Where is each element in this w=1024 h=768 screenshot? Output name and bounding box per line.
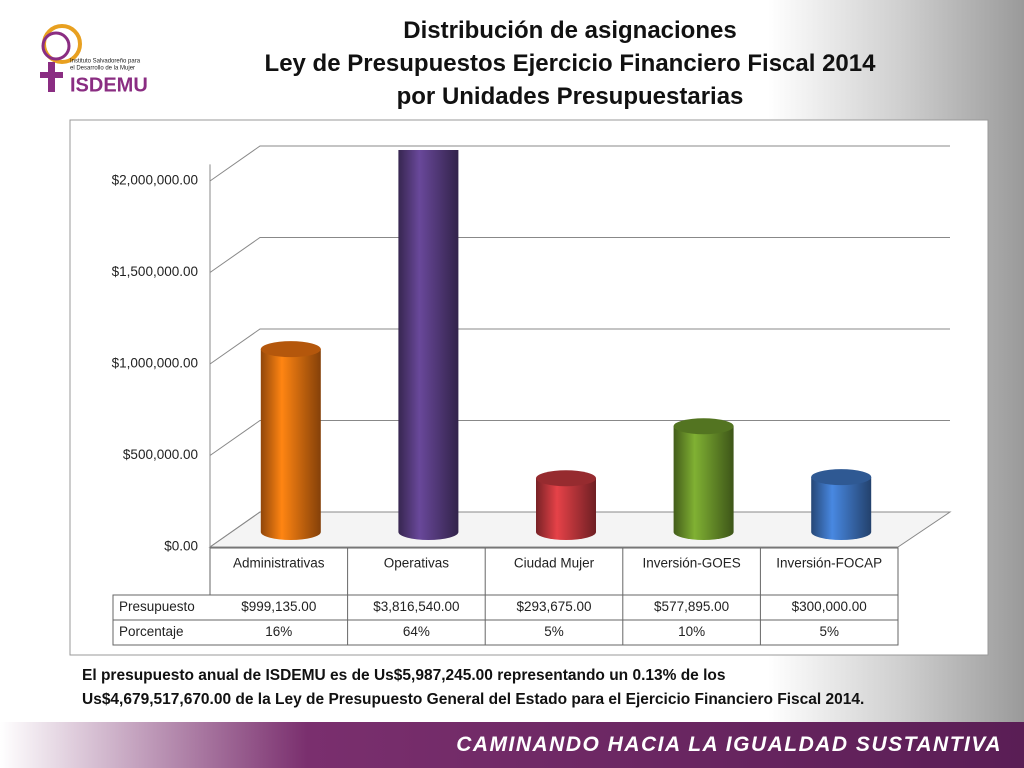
bar-body — [536, 478, 596, 540]
value-label: $577,895.00 — [654, 599, 729, 614]
title-line: Ley de Presupuestos Ejercicio Financiero… — [264, 50, 876, 77]
percent-label: 64% — [403, 624, 430, 639]
grid-line — [209, 237, 950, 273]
row-label: Presupuesto — [119, 599, 195, 614]
grid-line — [209, 145, 950, 182]
x-tick-label: Operativas — [384, 556, 450, 571]
logo-name: ISDEMU — [70, 74, 148, 96]
x-tick-label: Administrativas — [233, 556, 325, 571]
banner: CAMINANDO HACIA LA IGUALDAD SUSTANTIVA — [0, 722, 1024, 768]
x-tick-label: Inversión-FOCAP — [776, 556, 882, 571]
bar — [398, 150, 459, 540]
value-label: $999,135.00 — [241, 599, 316, 614]
bar-body — [398, 150, 459, 540]
bar-cap — [811, 469, 872, 486]
bar — [811, 469, 872, 540]
bar — [536, 470, 596, 540]
logo-cross — [40, 72, 63, 78]
percent-label: 5% — [819, 624, 839, 639]
table-frame — [209, 547, 899, 596]
logo-subtitle: Instituto Salvadoreño para — [70, 59, 141, 65]
bar-body — [673, 426, 734, 540]
value-label: $3,816,540.00 — [373, 599, 459, 614]
bar-cap — [673, 418, 734, 435]
y-tick-label: $500,000.00 — [123, 447, 198, 462]
title: Distribución de asignaciones Ley de Pres… — [200, 14, 940, 113]
bar-body — [811, 477, 872, 540]
bar — [260, 341, 321, 540]
y-tick-label: $1,500,000.00 — [112, 264, 198, 279]
chart-frame — [69, 119, 989, 656]
y-tick-label: $2,000,000.00 — [112, 173, 198, 188]
percent-label: 10% — [678, 624, 705, 639]
bar-body — [260, 349, 321, 540]
bars — [260, 150, 872, 540]
logo-subtitle: el Desarrollo de la Mujer — [70, 66, 135, 72]
y-tick-label: $0.00 — [164, 539, 198, 554]
logo: Instituto Salvadoreño para el Desarrollo… — [40, 24, 148, 96]
grid-line — [209, 328, 950, 365]
note-line: El presupuesto anual de ISDEMU es de Us$… — [82, 667, 726, 684]
y-tick-label: $1,000,000.00 — [112, 356, 198, 371]
title-line: por Unidades Presupuestarias — [396, 83, 744, 110]
row-label: Porcentaje — [119, 624, 184, 639]
title-line: Distribución de asignaciones — [403, 17, 737, 44]
value-label: $300,000.00 — [792, 599, 867, 614]
logo-ring — [41, 31, 71, 61]
chart: $0.00 $500,000.00 $1,000,000.00 $1,500,000.… — [69, 119, 989, 656]
banner-text: CAMINANDO HACIA LA IGUALDAD SUSTANTIVA — [456, 733, 1002, 756]
note-line: Us$4,679,517,670.00 de la Ley de Presupu… — [82, 691, 865, 708]
percent-label: 5% — [544, 624, 564, 639]
percent-label: 16% — [265, 624, 292, 639]
note: El presupuesto anual de ISDEMU es de Us$… — [82, 664, 864, 712]
x-tick-label: Ciudad Mujer — [514, 556, 595, 571]
x-tick-label: Inversión-GOES — [642, 556, 740, 571]
value-label: $293,675.00 — [516, 599, 591, 614]
bar-cap — [260, 341, 321, 358]
bar-cap — [536, 470, 596, 487]
bar — [673, 418, 734, 540]
